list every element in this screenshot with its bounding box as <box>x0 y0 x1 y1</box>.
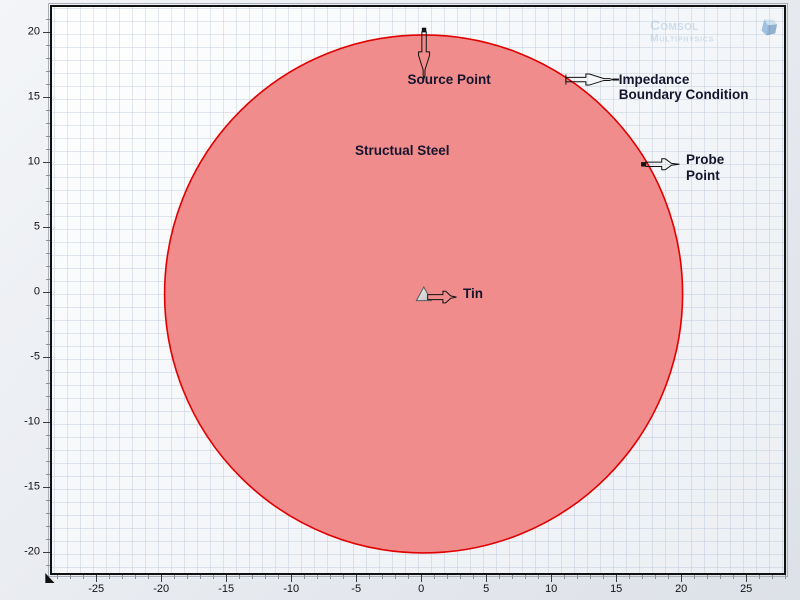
svg-text:Multiphysics: Multiphysics <box>650 33 714 45</box>
svg-text:Comsol: Comsol <box>650 17 699 33</box>
